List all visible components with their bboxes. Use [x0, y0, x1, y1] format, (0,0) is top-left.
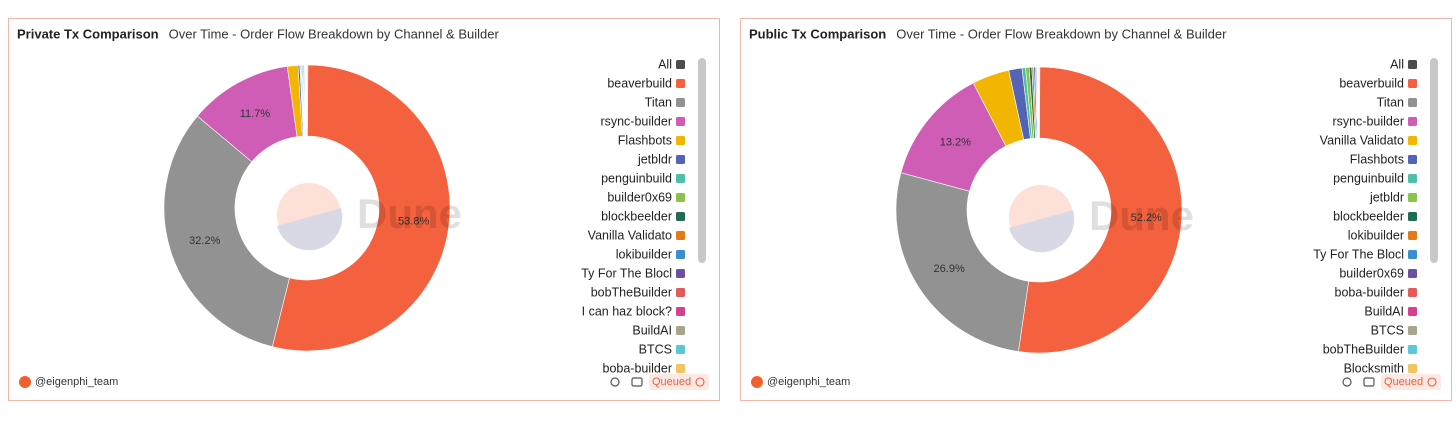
- legend-label[interactable]: Titan: [1377, 95, 1404, 109]
- status: Queued: [652, 376, 691, 388]
- legend-swatch: [676, 155, 685, 164]
- legend-swatch: [1408, 117, 1417, 126]
- legend-swatch: [676, 250, 685, 259]
- legend-label[interactable]: beaverbuild: [607, 76, 672, 90]
- legend-swatch: [1408, 345, 1417, 354]
- legend-label[interactable]: Flashbots: [1350, 152, 1404, 166]
- legend-swatch: [676, 174, 685, 183]
- legend-swatch: [676, 231, 685, 240]
- legend-label[interactable]: blockbeelder: [601, 209, 672, 223]
- legend-swatch: [1408, 79, 1417, 88]
- chart-subtitle: Over Time - Order Flow Breakdown by Chan…: [169, 26, 500, 41]
- legend-label[interactable]: jetbldr: [1369, 190, 1404, 204]
- slice-label: 32.2%: [189, 235, 220, 247]
- legend-label[interactable]: BuildAI: [632, 323, 672, 337]
- author: @eigenphi_team: [767, 376, 850, 388]
- legend-label[interactable]: Vanilla Validato: [588, 228, 672, 242]
- legend-swatch: [1408, 307, 1417, 316]
- legend-swatch: [1408, 155, 1417, 164]
- watermark: Dune: [357, 190, 462, 237]
- legend-label[interactable]: lokibuilder: [616, 247, 672, 261]
- chart-title: Public Tx Comparison: [749, 26, 886, 41]
- legend-label[interactable]: BTCS: [1371, 323, 1404, 337]
- slice-label: 13.2%: [940, 136, 971, 148]
- legend-swatch: [676, 79, 685, 88]
- legend-swatch: [676, 288, 685, 297]
- legend-label[interactable]: jetbldr: [637, 152, 672, 166]
- author: @eigenphi_team: [35, 376, 118, 388]
- legend-swatch: [676, 117, 685, 126]
- legend-swatch: [676, 212, 685, 221]
- legend-label[interactable]: Vanilla Validato: [1320, 133, 1404, 147]
- legend-swatch: [676, 136, 685, 145]
- legend-swatch: [1408, 212, 1417, 221]
- legend-label[interactable]: Blocksmith: [1344, 361, 1404, 375]
- legend-swatch: [1408, 193, 1417, 202]
- legend-label[interactable]: lokibuilder: [1348, 228, 1404, 242]
- legend-label[interactable]: beaverbuild: [1339, 76, 1404, 90]
- legend-label[interactable]: penguinbuild: [601, 171, 672, 185]
- legend-label[interactable]: builder0x69: [1339, 266, 1404, 280]
- author-icon: [19, 376, 31, 388]
- legend-label[interactable]: rsync-builder: [600, 114, 672, 128]
- slice-label: 11.7%: [240, 108, 271, 120]
- legend-swatch: [1408, 231, 1417, 240]
- legend-swatch: [676, 307, 685, 316]
- legend-swatch: [1408, 174, 1417, 183]
- legend-label[interactable]: boba-builder: [603, 361, 673, 375]
- legend-label[interactable]: All: [1390, 57, 1404, 71]
- legend-label[interactable]: Ty For The Blocl: [581, 266, 672, 280]
- panel: Private Tx Comparison Over Time - Order F…: [9, 19, 720, 401]
- legend-label[interactable]: penguinbuild: [1333, 171, 1404, 185]
- legend-label[interactable]: I can haz block?: [582, 304, 672, 318]
- watermark: Dune: [1089, 192, 1194, 239]
- legend-label[interactable]: boba-builder: [1335, 285, 1405, 299]
- legend-label[interactable]: bobTheBuilder: [1323, 342, 1404, 356]
- legend-label[interactable]: All: [658, 57, 672, 71]
- legend-swatch: [676, 326, 685, 335]
- legend-swatch: [1408, 326, 1417, 335]
- legend-label[interactable]: Titan: [645, 95, 672, 109]
- legend-label[interactable]: Ty For The Blocl: [1313, 247, 1404, 261]
- legend-swatch: [676, 364, 685, 373]
- legend-swatch: [1408, 136, 1417, 145]
- chart-subtitle: Over Time - Order Flow Breakdown by Chan…: [896, 26, 1227, 41]
- legend-label[interactable]: Flashbots: [618, 133, 672, 147]
- legend-swatch: [1408, 269, 1417, 278]
- legend-swatch: [676, 269, 685, 278]
- legend-swatch: [1408, 98, 1417, 107]
- slice-label: 26.9%: [934, 263, 965, 275]
- legend-label[interactable]: bobTheBuilder: [591, 285, 672, 299]
- scrollbar: [1430, 58, 1438, 263]
- chart-title: Private Tx Comparison: [17, 26, 159, 41]
- legend-swatch: [1408, 288, 1417, 297]
- legend-label[interactable]: rsync-builder: [1332, 114, 1404, 128]
- legend-swatch: [1408, 60, 1417, 69]
- status: Queued: [1384, 376, 1423, 388]
- legend-label[interactable]: BuildAI: [1364, 304, 1404, 318]
- legend-swatch: [1408, 250, 1417, 259]
- legend-swatch: [676, 193, 685, 202]
- legend-swatch: [676, 345, 685, 354]
- author-icon: [751, 376, 763, 388]
- legend-swatch: [676, 60, 685, 69]
- panel: Public Tx Comparison Over Time - Order Fl…: [741, 19, 1452, 401]
- legend-swatch: [1408, 364, 1417, 373]
- legend-label[interactable]: blockbeelder: [1333, 209, 1404, 223]
- scrollbar: [698, 58, 706, 263]
- legend-label[interactable]: BTCS: [639, 342, 672, 356]
- legend-label[interactable]: builder0x69: [607, 190, 672, 204]
- legend-swatch: [676, 98, 685, 107]
